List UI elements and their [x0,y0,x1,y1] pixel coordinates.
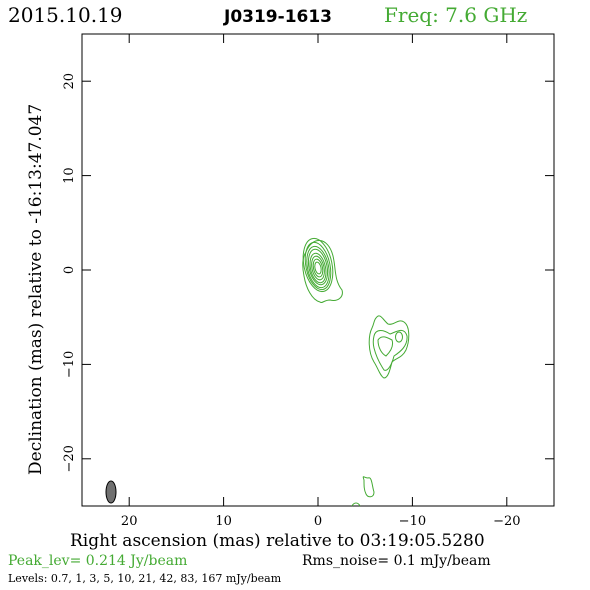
contour-levels: Levels: 0.7, 1, 3, 5, 10, 21, 42, 83, 16… [8,572,282,585]
y-tick-label: 0 [62,266,77,274]
x-tick-label: 10 [215,514,232,529]
beam-ellipse [105,480,117,504]
x-ticks [128,34,508,506]
core-contour [307,248,329,286]
x-tick-label: −10 [399,514,426,529]
frequency-label: Freq: 7.6 GHz [384,3,528,27]
core-contour [304,241,332,291]
x-tick-label: 20 [121,514,138,529]
faint-contour [362,476,375,498]
y-tick-label: −10 [62,351,77,378]
core-contour [312,258,324,278]
jet-contours [368,315,410,379]
source-name: J0319-1613 [224,7,333,27]
core-contour [309,252,327,284]
jet-contour [372,329,408,371]
jet-contour-knot [395,331,403,343]
observation-date: 2015.10.19 [8,3,123,27]
x-tick-label: 0 [314,514,322,529]
faint-contour-edge [351,502,361,507]
core-contour [302,237,334,293]
y-tick-label: −20 [62,445,77,472]
y-ticks [82,80,554,460]
y-axis-label: Declination (mas) relative to -16:13:47.… [26,103,46,475]
x-tick-label: −20 [493,514,520,529]
y-tick-label: 20 [62,73,77,90]
core-contour-outer [302,240,343,304]
core-contours [302,237,343,304]
y-tick-label: 10 [62,167,77,184]
core-contour [311,255,325,281]
jet-contour-outer [368,315,410,379]
core-contour [314,261,322,275]
peak-level: Peak_lev= 0.214 Jy/beam [8,553,188,569]
plot-frame [81,33,555,507]
x-axis-label: Right ascension (mas) relative to 03:19:… [70,531,485,551]
core-contour [306,245,330,289]
rms-noise: Rms_noise= 0.1 mJy/beam [302,553,491,569]
faint-contours [351,476,375,507]
jet-contour-inner [377,336,393,357]
